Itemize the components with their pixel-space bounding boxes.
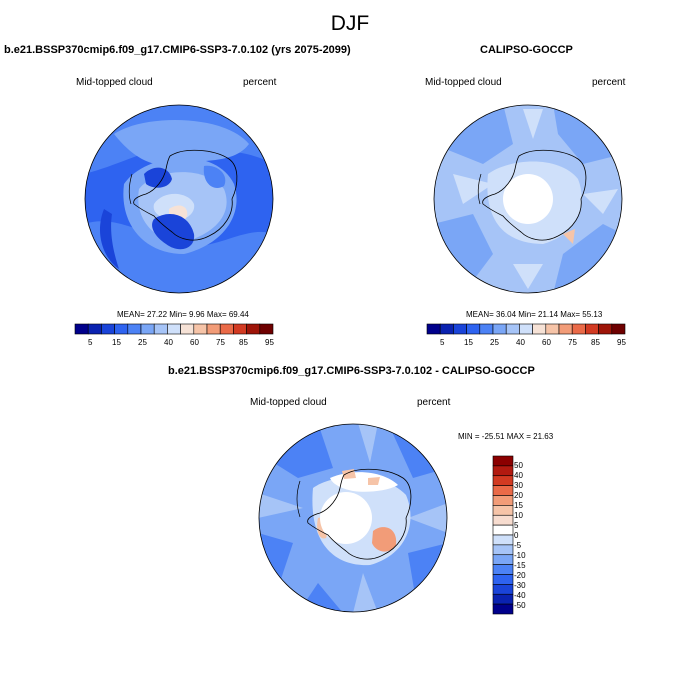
colorbar-swatch (246, 323, 261, 335)
colorbar-swatch (545, 323, 560, 335)
panel3-cb-tick: -30 (514, 581, 526, 590)
colorbar-swatch (585, 323, 599, 335)
colorbar-swatch (101, 323, 115, 335)
colorbar-swatch (259, 323, 274, 335)
colorbar-swatch (505, 323, 520, 335)
colorbar-swatch (74, 323, 89, 335)
colorbar-swatch (492, 554, 514, 565)
panel1-cb-tick: 25 (138, 338, 147, 347)
panel3-cb-tick: -5 (514, 541, 522, 550)
panel3-case-title: b.e21.BSSP370cmip6.f09_g17.CMIP6-SSP3-7.… (168, 365, 535, 377)
colorbar-swatch (492, 524, 514, 536)
colorbar-swatch (492, 593, 514, 605)
colorbar-swatch (140, 323, 155, 335)
panel3-variable-label: Mid-topped cloud (250, 397, 327, 408)
panel2-cb-tick: 75 (568, 338, 577, 347)
panel2-cb-tick: 5 (440, 338, 445, 347)
panel1-cb-tick: 40 (164, 338, 173, 347)
figure-title: DJF (330, 12, 370, 35)
colorbar-swatch (492, 455, 514, 467)
panel3-colorbar (492, 455, 514, 615)
panel2-polar-map (433, 104, 623, 294)
panel3-cb-tick: -15 (514, 561, 526, 570)
panel3-cb-tick: 30 (514, 481, 523, 490)
colorbar-swatch (206, 323, 221, 335)
panel2-cb-tick: 60 (542, 338, 551, 347)
panel2-colorbar (426, 323, 626, 335)
colorbar-swatch (87, 323, 102, 335)
panel2-cb-tick: 15 (464, 338, 473, 347)
colorbar-swatch (492, 485, 514, 496)
colorbar-swatch (519, 323, 533, 335)
panel1-cb-tick: 15 (112, 338, 121, 347)
colorbar-swatch (611, 323, 626, 335)
colorbar-swatch (426, 323, 441, 335)
panel1-case-title: b.e21.BSSP370cmip6.f09_g17.CMIP6-SSP3-7.… (4, 44, 351, 56)
colorbar-swatch (492, 495, 514, 506)
panel3-polar-map (258, 423, 448, 613)
panel3-units-label: percent (417, 397, 451, 408)
colorbar-swatch (127, 323, 142, 335)
colorbar-swatch (492, 505, 514, 516)
panel3-cb-tick: -40 (514, 591, 526, 600)
panel1-colorbar (74, 323, 274, 335)
panel3-cb-tick: 5 (514, 521, 519, 530)
panel2-cb-tick: 85 (591, 338, 600, 347)
panel3-cb-tick: 50 (514, 461, 523, 470)
panel1-variable-label: Mid-topped cloud (76, 77, 153, 88)
colorbar-swatch (492, 584, 514, 595)
panel2-cb-tick: 95 (617, 338, 626, 347)
panel1-polar-map (84, 104, 274, 294)
panel3-cb-tick: 40 (514, 471, 523, 480)
panel3-colorbar-ticks: 50 40 30 20 15 10 5 0 -5 -10 -15 -20 -30… (514, 456, 544, 614)
colorbar-swatch (598, 323, 613, 335)
panel1-units-label: percent (243, 77, 277, 88)
panel2-units-label: percent (592, 77, 626, 88)
panel2-cb-tick: 25 (490, 338, 499, 347)
panel1-colorbar-ticks: 5 15 25 40 60 75 85 95 (75, 338, 274, 348)
panel2-stats: MEAN= 36.04 Min= 21.14 Max= 55.13 (466, 310, 603, 319)
colorbar-swatch (180, 323, 195, 335)
panel3-cb-tick: -20 (514, 571, 526, 580)
panel3-cb-tick: 10 (514, 511, 523, 520)
colorbar-swatch (114, 323, 129, 335)
panel2-variable-label: Mid-topped cloud (425, 77, 502, 88)
colorbar-swatch (219, 323, 234, 335)
colorbar-swatch (453, 323, 467, 335)
colorbar-swatch (492, 514, 514, 526)
colorbar-swatch (193, 323, 208, 335)
panel3-cb-tick: 20 (514, 491, 523, 500)
panel1-cb-tick: 95 (265, 338, 274, 347)
colorbar-swatch (571, 323, 586, 335)
colorbar-swatch (233, 323, 247, 335)
colorbar-swatch (153, 323, 168, 335)
panel3-cb-tick: -10 (514, 551, 526, 560)
panel2-cb-tick: 40 (516, 338, 525, 347)
panel2-case-title: CALIPSO-GOCCP (480, 44, 573, 56)
colorbar-swatch (492, 323, 507, 335)
colorbar-swatch (492, 544, 514, 556)
colorbar-swatch (492, 574, 514, 585)
colorbar-swatch (492, 564, 514, 575)
colorbar-swatch (492, 534, 514, 546)
panel1-cb-tick: 85 (239, 338, 248, 347)
panel1-cb-tick: 60 (190, 338, 199, 347)
panel3-stats: MIN = -25.51 MAX = 21.63 (458, 432, 554, 441)
colorbar-swatch (492, 465, 514, 477)
colorbar-swatch (466, 323, 481, 335)
colorbar-swatch (492, 475, 514, 486)
colorbar-swatch (558, 323, 573, 335)
colorbar-swatch (532, 323, 547, 335)
panel3-cb-tick: 15 (514, 501, 523, 510)
colorbar-swatch (439, 323, 454, 335)
panel3-cb-tick: 0 (514, 531, 519, 540)
colorbar-swatch (492, 603, 514, 615)
panel1-cb-tick: 75 (216, 338, 225, 347)
panel3-cb-tick: -50 (514, 601, 526, 610)
colorbar-swatch (167, 323, 181, 335)
colorbar-swatch (479, 323, 494, 335)
panel2-colorbar-ticks: 5 15 25 40 60 75 85 95 (427, 338, 626, 348)
panel1-cb-tick: 5 (88, 338, 93, 347)
panel1-stats: MEAN= 27.22 Min= 9.96 Max= 69.44 (117, 310, 249, 319)
